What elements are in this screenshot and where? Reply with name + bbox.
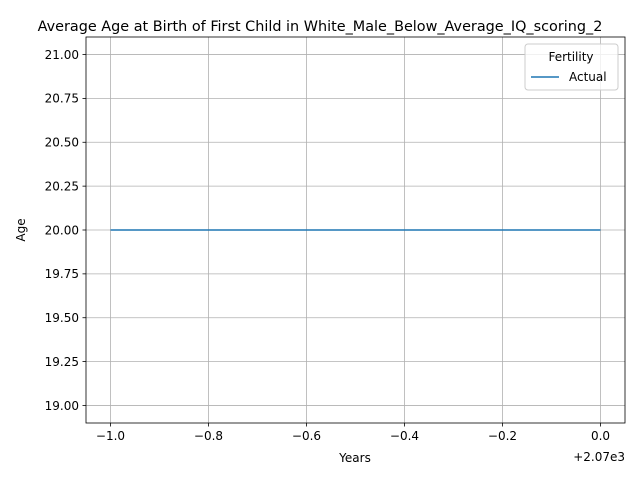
y-tick-label: 20.25 xyxy=(45,179,79,193)
x-tick-label: 0.0 xyxy=(591,429,610,443)
legend-box xyxy=(524,43,619,91)
x-offset-label: +2.07e3 xyxy=(573,450,625,464)
x-tick-label: −1.0 xyxy=(96,429,125,443)
legend-label-actual: Actual xyxy=(569,70,607,84)
x-tick-label: −0.2 xyxy=(488,429,517,443)
y-axis-label: Age xyxy=(14,218,28,241)
x-axis-label: Years xyxy=(338,451,371,465)
x-tick-label: −0.6 xyxy=(292,429,321,443)
x-tick-label: −0.4 xyxy=(390,429,419,443)
y-tick-label: 20.75 xyxy=(45,92,79,106)
y-tick-label: 20.50 xyxy=(45,136,79,150)
legend: Fertility Actual xyxy=(524,43,619,91)
y-tick-label: 20.00 xyxy=(45,223,79,237)
y-tick-label: 19.50 xyxy=(45,311,79,325)
y-tick-label: 19.25 xyxy=(45,355,79,369)
chart-title: Average Age at Birth of First Child in W… xyxy=(38,19,603,35)
y-axis-ticks: 19.00 19.25 19.50 19.75 20.00 20.25 20.50 20.75… xyxy=(45,48,86,413)
y-tick-label: 21.00 xyxy=(45,48,79,62)
legend-title: Fertility xyxy=(548,50,593,64)
x-axis-ticks: −1.0 −0.8 −0.6 −0.4 −0.2 0.0 xyxy=(96,423,610,443)
y-tick-label: 19.00 xyxy=(45,399,79,413)
y-tick-label: 19.75 xyxy=(45,267,79,281)
x-tick-label: −0.8 xyxy=(194,429,223,443)
